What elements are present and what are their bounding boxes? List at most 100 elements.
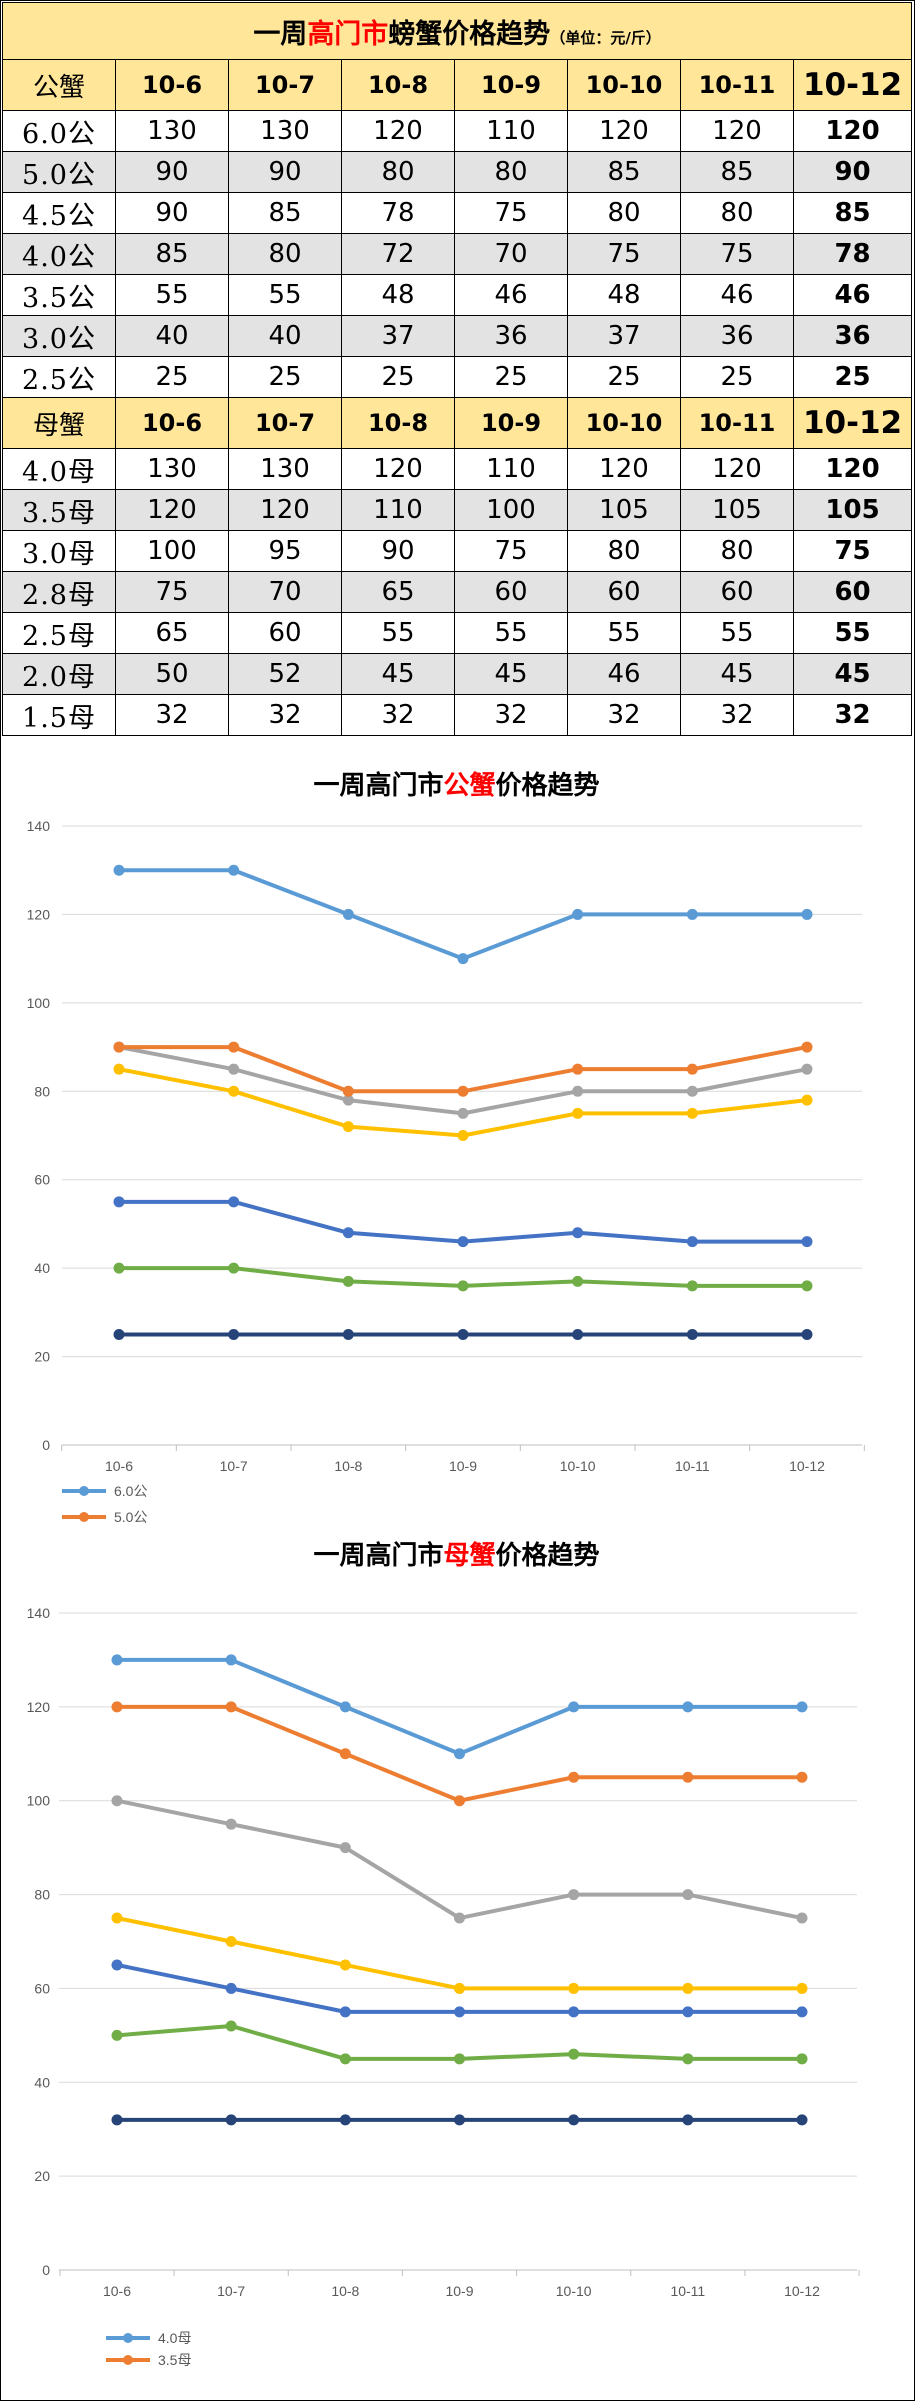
legend-swatch-marker: [123, 2355, 133, 2365]
table-row: 6.0公 130 130 120 110 120 120 120: [2, 110, 913, 152]
data-point: [572, 1328, 584, 1340]
male-crab-chart: 一周高门市公蟹价格趋势 0 20 40 60 80 100 120 140 10-6 10-7 10-…: [2, 751, 911, 1524]
data-point: [682, 1771, 694, 1783]
data-point: [228, 864, 240, 876]
price-cell: 36: [680, 315, 794, 357]
data-point: [572, 1063, 584, 1075]
table-header-row: 公蟹 10-6 10-7 10-8 10-9 10-10 10-11 10-12: [2, 59, 913, 111]
data-point: [801, 1236, 813, 1248]
price-cell: 36: [454, 315, 568, 357]
price-cell: 100: [454, 489, 568, 531]
price-cell: 65: [341, 571, 455, 613]
data-point: [225, 2020, 237, 2032]
data-point: [572, 1107, 584, 1119]
price-cell: 32: [228, 694, 342, 736]
data-point: [228, 1085, 240, 1097]
chart-svg: 一周高门市公蟹价格趋势 0 20 40 60 80 100 120 140 10-6 10-7 10-…: [27, 770, 865, 1524]
price-cell: 37: [567, 315, 681, 357]
price-cell: 100: [115, 530, 229, 572]
table-row: 3.5母 120 120 110 100 105 105 105: [2, 489, 913, 531]
unit-label: （单位：元/斤）: [550, 28, 661, 47]
data-point: [454, 2053, 465, 2065]
title-highlight: 高门市: [307, 18, 389, 50]
legend-swatch-marker: [79, 1486, 89, 1496]
data-point: [682, 1701, 694, 1713]
price-cell: 75: [567, 233, 681, 275]
size-label: 3.5公: [2, 274, 116, 316]
data-point: [113, 1041, 125, 1053]
data-point: [225, 2114, 237, 2126]
data-point: [454, 2006, 465, 2018]
price-cell: 80: [567, 192, 681, 234]
data-point: [339, 1748, 351, 1760]
data-point: [568, 2006, 580, 2018]
price-cell: 25: [454, 356, 568, 398]
data-point: [801, 1328, 813, 1340]
data-point: [801, 1041, 813, 1053]
y-tick-label: 100: [27, 995, 51, 1011]
series-line: [117, 1199, 809, 1244]
data-point: [111, 1701, 123, 1713]
y-tick-label: 20: [34, 1349, 50, 1365]
price-cell: 52: [228, 653, 342, 695]
data-point: [454, 1748, 465, 1760]
table-row: 5.0公 90 90 80 80 85 85 90: [2, 151, 913, 193]
legend-label: 6.0公: [114, 1483, 147, 1499]
price-cell: 45: [680, 653, 794, 695]
x-tick-label: 10-9: [445, 2283, 473, 2299]
data-point: [568, 2114, 580, 2126]
data-point: [457, 1328, 469, 1340]
series-line: [117, 1067, 809, 1138]
data-point: [454, 2114, 465, 2126]
price-cell: 110: [341, 489, 455, 531]
price-cell: 75: [454, 530, 568, 572]
price-cell: 25: [792, 356, 913, 398]
price-cell: 120: [680, 448, 794, 490]
x-tick-label: 10-11: [670, 2283, 705, 2299]
y-tick-label: 80: [34, 1083, 50, 1099]
price-cell: 85: [792, 192, 913, 234]
y-tick-label: 120: [27, 1699, 51, 1715]
price-cell: 70: [454, 233, 568, 275]
data-point: [113, 1328, 125, 1340]
legend-swatch-marker: [79, 1512, 89, 1522]
price-cell: 32: [341, 694, 455, 736]
data-point: [113, 1196, 125, 1208]
price-cell: 55: [115, 274, 229, 316]
chart-title-highlight: 公蟹: [443, 770, 495, 801]
table-row: 4.0公 85 80 72 70 75 75 78: [2, 233, 913, 275]
data-point: [686, 1085, 698, 1097]
female-crab-chart: 一周高门市母蟹价格趋势 0 20 40 60 80 100 120 140 10-6 10-7 10-…: [2, 1524, 911, 2399]
price-cell: 120: [567, 110, 681, 152]
price-cell: 55: [228, 274, 342, 316]
data-point: [457, 953, 469, 965]
data-point: [796, 1982, 808, 1994]
data-point: [111, 1959, 123, 1971]
price-cell: 120: [115, 489, 229, 531]
price-cell: 32: [115, 694, 229, 736]
price-cell: 110: [454, 448, 568, 490]
price-cell: 105: [567, 489, 681, 531]
data-point: [225, 1982, 237, 1994]
size-label: 2.5母: [2, 612, 116, 654]
price-cell: 45: [454, 653, 568, 695]
size-label: 3.0公: [2, 315, 116, 357]
data-point: [228, 1041, 240, 1053]
x-tick-label: 10-6: [105, 1458, 133, 1474]
price-cell: 90: [792, 151, 913, 193]
price-cell: 45: [792, 653, 913, 695]
price-cell: 110: [454, 110, 568, 152]
legend-swatch-marker: [123, 2333, 133, 2343]
data-point: [342, 1094, 354, 1106]
x-tick-label: 10-7: [220, 1458, 248, 1474]
size-label: 4.0母: [2, 448, 116, 490]
series-line: [115, 1798, 804, 1921]
table-title: 一周高门市螃蟹价格趋势（单位：元/斤）: [1, 2, 913, 60]
chart-title-part: 价格趋势: [496, 1540, 600, 1571]
data-point: [457, 1280, 469, 1292]
data-point: [342, 1227, 354, 1239]
table-row: 3.0母 100 95 90 75 80 80 75: [2, 530, 913, 572]
data-point: [454, 1982, 465, 1994]
data-point: [796, 2114, 808, 2126]
price-cell: 60: [228, 612, 342, 654]
